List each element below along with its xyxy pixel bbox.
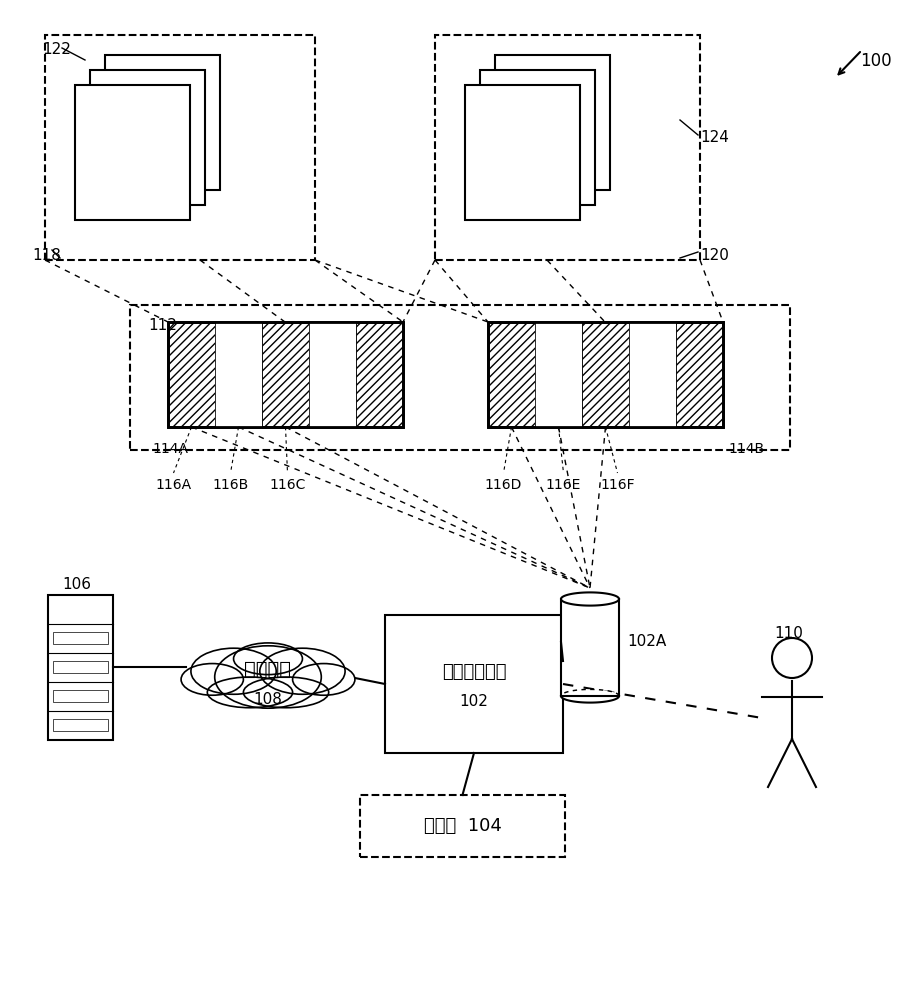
Bar [130,305,789,450]
Circle shape [771,638,811,678]
Ellipse shape [292,664,354,695]
Text: 114A: 114A [152,442,188,456]
Bar [48,595,113,740]
Bar [465,85,579,220]
Text: 视频编辑设备: 视频编辑设备 [441,663,506,681]
Polygon shape [560,689,618,703]
Bar [53,661,108,673]
Text: 116A: 116A [155,478,191,492]
Text: 通信网络: 通信网络 [244,660,291,678]
Text: 116E: 116E [545,478,581,492]
Bar [355,322,402,427]
Text: 106: 106 [62,577,91,592]
Bar [45,35,315,260]
Bar [384,615,562,753]
Text: 120: 120 [699,248,728,263]
Ellipse shape [215,646,321,708]
Polygon shape [560,592,618,606]
Ellipse shape [190,648,276,694]
Bar [360,795,565,857]
Bar [487,322,723,427]
Text: 102: 102 [459,694,488,710]
Text: 124: 124 [699,130,728,145]
Text: 116D: 116D [484,478,521,492]
Bar [53,632,108,644]
Bar [494,55,610,190]
Bar [534,322,582,427]
Text: 122: 122 [42,42,70,57]
Text: 102A: 102A [626,634,666,650]
Text: 114B: 114B [728,442,764,456]
Text: 116F: 116F [600,478,634,492]
Ellipse shape [244,677,328,708]
Bar [676,322,723,427]
Ellipse shape [260,648,345,694]
Text: 108: 108 [253,692,282,706]
Bar [168,322,402,427]
Bar [629,322,676,427]
Polygon shape [560,599,618,696]
Text: 显示屏  104: 显示屏 104 [423,817,501,835]
Bar [308,322,355,427]
Ellipse shape [181,664,244,695]
Bar [53,690,108,702]
Bar [90,70,205,205]
Bar [435,35,699,260]
Bar [215,322,262,427]
Text: 100: 100 [859,52,890,70]
Bar [582,322,629,427]
Bar [262,322,308,427]
Ellipse shape [207,677,292,708]
Bar [75,85,189,220]
Text: 112: 112 [148,318,177,333]
Bar [168,322,402,427]
Bar [480,70,594,205]
Bar [168,322,215,427]
Bar [487,322,534,427]
Text: 116C: 116C [269,478,306,492]
Ellipse shape [234,643,302,675]
Text: 118: 118 [32,248,60,263]
Bar [487,322,723,427]
Text: 116B: 116B [212,478,248,492]
Bar [53,719,108,731]
Text: 110: 110 [773,626,802,641]
Bar [105,55,220,190]
